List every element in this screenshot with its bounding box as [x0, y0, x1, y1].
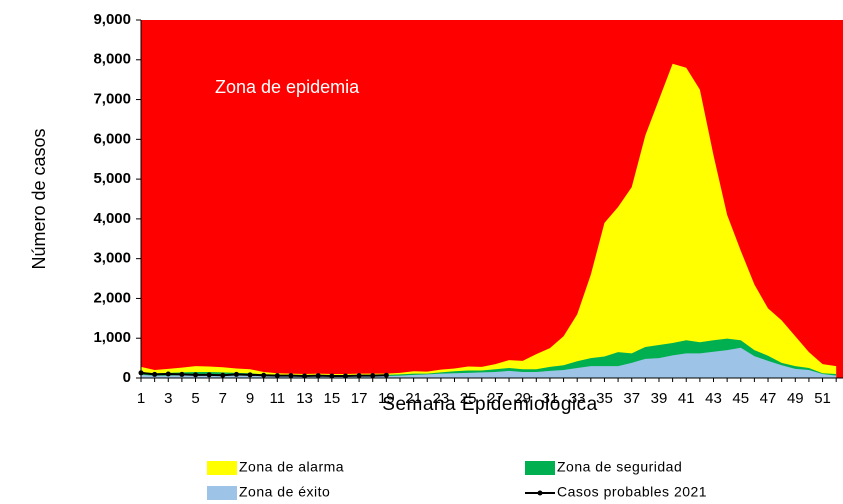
- point: [342, 373, 348, 379]
- x-tick-label: 7: [219, 390, 227, 407]
- y-tick-label: 6,000: [93, 130, 131, 147]
- y-tick-label: 3,000: [93, 250, 131, 267]
- y-tick-label: 8,000: [93, 51, 131, 68]
- legend-label: Zona de éxito: [239, 484, 330, 500]
- y-tick-label: 5,000: [93, 170, 131, 187]
- legend-marker: [537, 490, 543, 496]
- x-tick-label: 27: [487, 390, 504, 407]
- point: [165, 371, 171, 377]
- x-tick-label: 5: [191, 390, 199, 407]
- x-tick-label: 11: [270, 390, 286, 407]
- point: [288, 373, 294, 379]
- point: [261, 372, 267, 378]
- point: [356, 373, 362, 379]
- x-tick-label: 21: [405, 390, 422, 407]
- y-axis-label: Número de casos: [29, 128, 49, 269]
- y-tick-label: 7,000: [93, 91, 131, 108]
- x-tick-label: 1: [137, 390, 145, 407]
- x-tick-label: 49: [787, 390, 804, 407]
- point: [315, 373, 321, 379]
- point: [179, 371, 185, 377]
- x-tick-label: 31: [542, 390, 559, 407]
- point: [206, 372, 212, 378]
- x-tick-label: 17: [351, 390, 368, 407]
- point: [247, 372, 253, 378]
- area: [141, 63, 837, 378]
- y-tick-label: 0: [123, 369, 131, 386]
- point: [302, 373, 308, 379]
- point: [370, 373, 376, 379]
- annotation: Zona de epidemia: [215, 77, 360, 97]
- y-tick-label: 2,000: [93, 289, 131, 306]
- x-tick-label: 23: [433, 390, 450, 407]
- y-tick-label: 4,000: [93, 210, 131, 227]
- x-tick-label: 39: [651, 390, 668, 407]
- x-tick-label: 37: [623, 390, 640, 407]
- legend-label: Zona de seguridad: [557, 459, 682, 475]
- x-tick-label: 51: [814, 390, 831, 407]
- point: [274, 373, 280, 379]
- legend-label: Zona de alarma: [239, 459, 344, 475]
- x-tick-label: 3: [164, 390, 172, 407]
- x-tick-label: 45: [732, 390, 749, 407]
- x-axis-label: Semana Epidemiológica: [382, 394, 597, 415]
- x-tick-label: 15: [323, 390, 340, 407]
- point: [193, 372, 199, 378]
- x-tick-label: 13: [296, 390, 313, 407]
- legend-swatch: [525, 461, 555, 475]
- point: [329, 373, 335, 379]
- x-tick-label: 41: [678, 390, 695, 407]
- x-tick-label: 35: [596, 390, 613, 407]
- point: [152, 371, 158, 377]
- legend-swatch: [207, 461, 237, 475]
- x-tick-label: 9: [246, 390, 254, 407]
- legend-swatch: [207, 486, 237, 500]
- x-tick-label: 47: [760, 390, 777, 407]
- y-tick-label: 1,000: [93, 329, 131, 346]
- x-tick-label: 29: [514, 390, 531, 407]
- legend-label: Casos probables 2021: [557, 484, 707, 500]
- x-tick-label: 43: [705, 390, 722, 407]
- point: [220, 372, 226, 378]
- x-tick-label: 19: [378, 390, 395, 407]
- area: [141, 347, 837, 378]
- point: [383, 372, 389, 378]
- point: [233, 371, 239, 377]
- x-tick-label: 33: [569, 390, 586, 407]
- y-tick-label: 9,000: [93, 11, 131, 28]
- x-tick-label: 25: [460, 390, 477, 407]
